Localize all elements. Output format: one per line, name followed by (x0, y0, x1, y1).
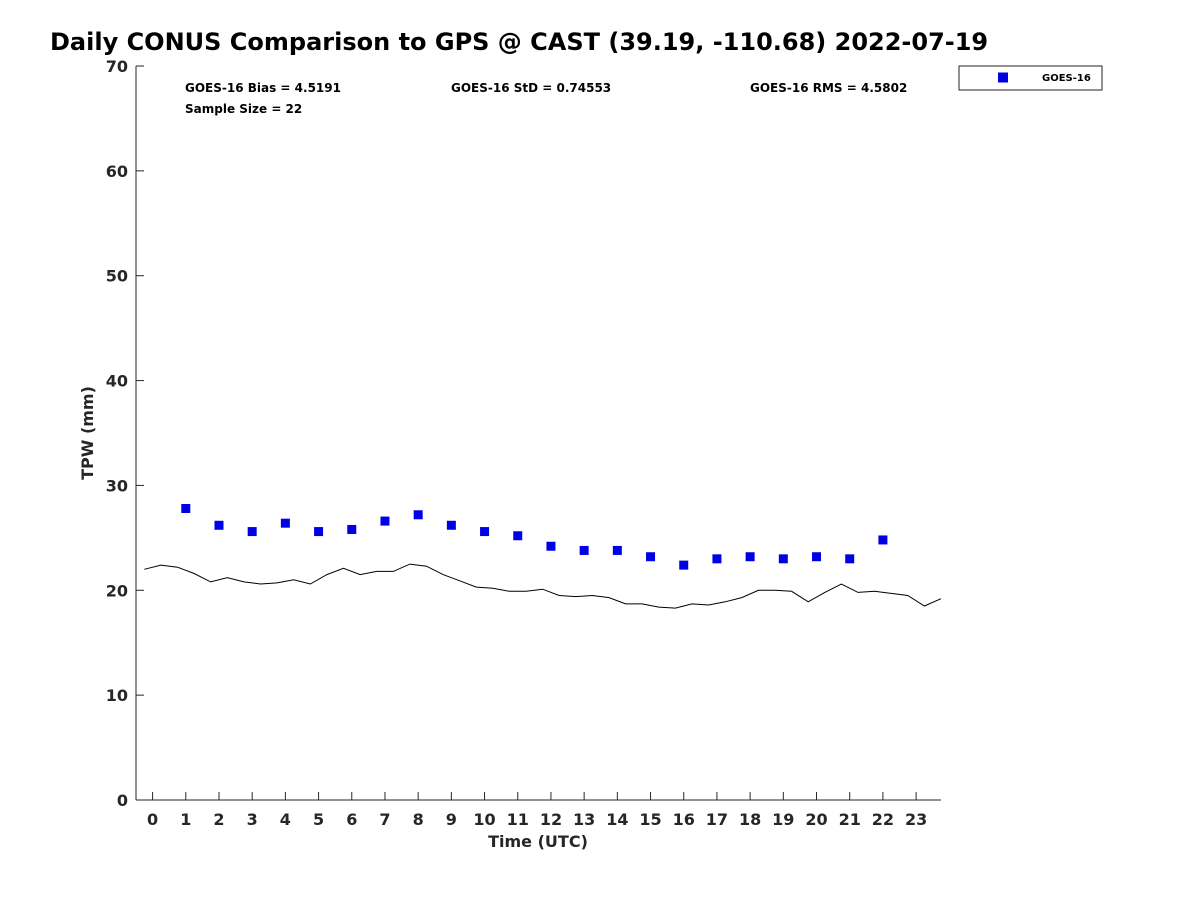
goes16-point (878, 535, 888, 545)
x-tick-label: 19 (772, 810, 794, 829)
x-tick-label: 1 (180, 810, 191, 829)
goes16-point (845, 554, 855, 564)
goes16-point (579, 545, 589, 555)
x-tick-label: 21 (839, 810, 861, 829)
legend-marker-goes16 (998, 72, 1008, 83)
goes16-point (314, 527, 324, 537)
goes16-point (812, 552, 822, 562)
rms-stat: GOES-16 RMS = 4.5802 (750, 81, 907, 95)
x-tick-label: 3 (247, 810, 258, 829)
x-tick-label: 17 (706, 810, 728, 829)
bias-stat: GOES-16 Bias = 4.5191 (185, 81, 341, 95)
chart-title: Daily CONUS Comparison to GPS @ CAST (39… (50, 28, 989, 56)
x-tick-label: 18 (739, 810, 761, 829)
x-tick-label: 13 (573, 810, 595, 829)
x-tick-label: 15 (639, 810, 661, 829)
x-tick-label: 16 (673, 810, 695, 829)
x-tick-label: 5 (313, 810, 324, 829)
goes16-point (612, 545, 622, 555)
goes16-point (413, 510, 423, 520)
x-tick-label: 23 (905, 810, 927, 829)
x-tick-label: 6 (346, 810, 357, 829)
y-tick-label: 30 (106, 476, 128, 495)
goes16-point (280, 518, 290, 528)
legend-box (958, 65, 1103, 91)
x-tick-label: 7 (379, 810, 390, 829)
goes16-point (480, 527, 490, 537)
y-tick-label: 10 (106, 686, 128, 705)
x-tick-label: 9 (446, 810, 457, 829)
goes16-series (181, 503, 888, 570)
x-tick-label: 11 (507, 810, 529, 829)
y-tick-label: 0 (117, 791, 128, 810)
goes16-point (380, 516, 390, 526)
x-tick-label: 20 (805, 810, 827, 829)
x-tick-label: 0 (147, 810, 158, 829)
y-axis-label: TPW (mm) (78, 386, 97, 480)
y-tick-label: 60 (106, 162, 128, 181)
goes16-point (712, 554, 722, 564)
x-tick-label: 12 (540, 810, 562, 829)
y-tick-label: 40 (106, 372, 128, 391)
x-tick-label: 8 (413, 810, 424, 829)
x-tick-label: 10 (473, 810, 495, 829)
x-tick-label: 4 (280, 810, 291, 829)
legend: GOES-16 (958, 65, 1103, 91)
y-tick-label: 70 (106, 57, 128, 76)
std-stat: GOES-16 StD = 0.74553 (451, 81, 611, 95)
goes16-point (247, 527, 257, 537)
goes16-point (745, 552, 755, 562)
goes16-point (513, 531, 523, 541)
gps-series (144, 563, 942, 609)
goes16-point (546, 541, 556, 551)
gps-line (144, 563, 942, 609)
goes16-point (679, 560, 689, 570)
x-tick-label: 2 (213, 810, 224, 829)
x-tick-label: 14 (606, 810, 628, 829)
x-axis-label: Time (UTC) (488, 832, 588, 851)
goes16-point (347, 524, 357, 534)
x-tick-label: 22 (872, 810, 894, 829)
sample-size-stat: Sample Size = 22 (185, 102, 302, 116)
y-tick-label: 50 (106, 267, 128, 286)
goes16-point (214, 520, 224, 530)
goes16-point (181, 503, 191, 513)
goes16-point (446, 520, 456, 530)
goes16-point (646, 552, 656, 562)
y-tick-label: 20 (106, 581, 128, 600)
goes16-point (778, 554, 788, 564)
legend-label-goes16: GOES-16 (1042, 73, 1091, 84)
